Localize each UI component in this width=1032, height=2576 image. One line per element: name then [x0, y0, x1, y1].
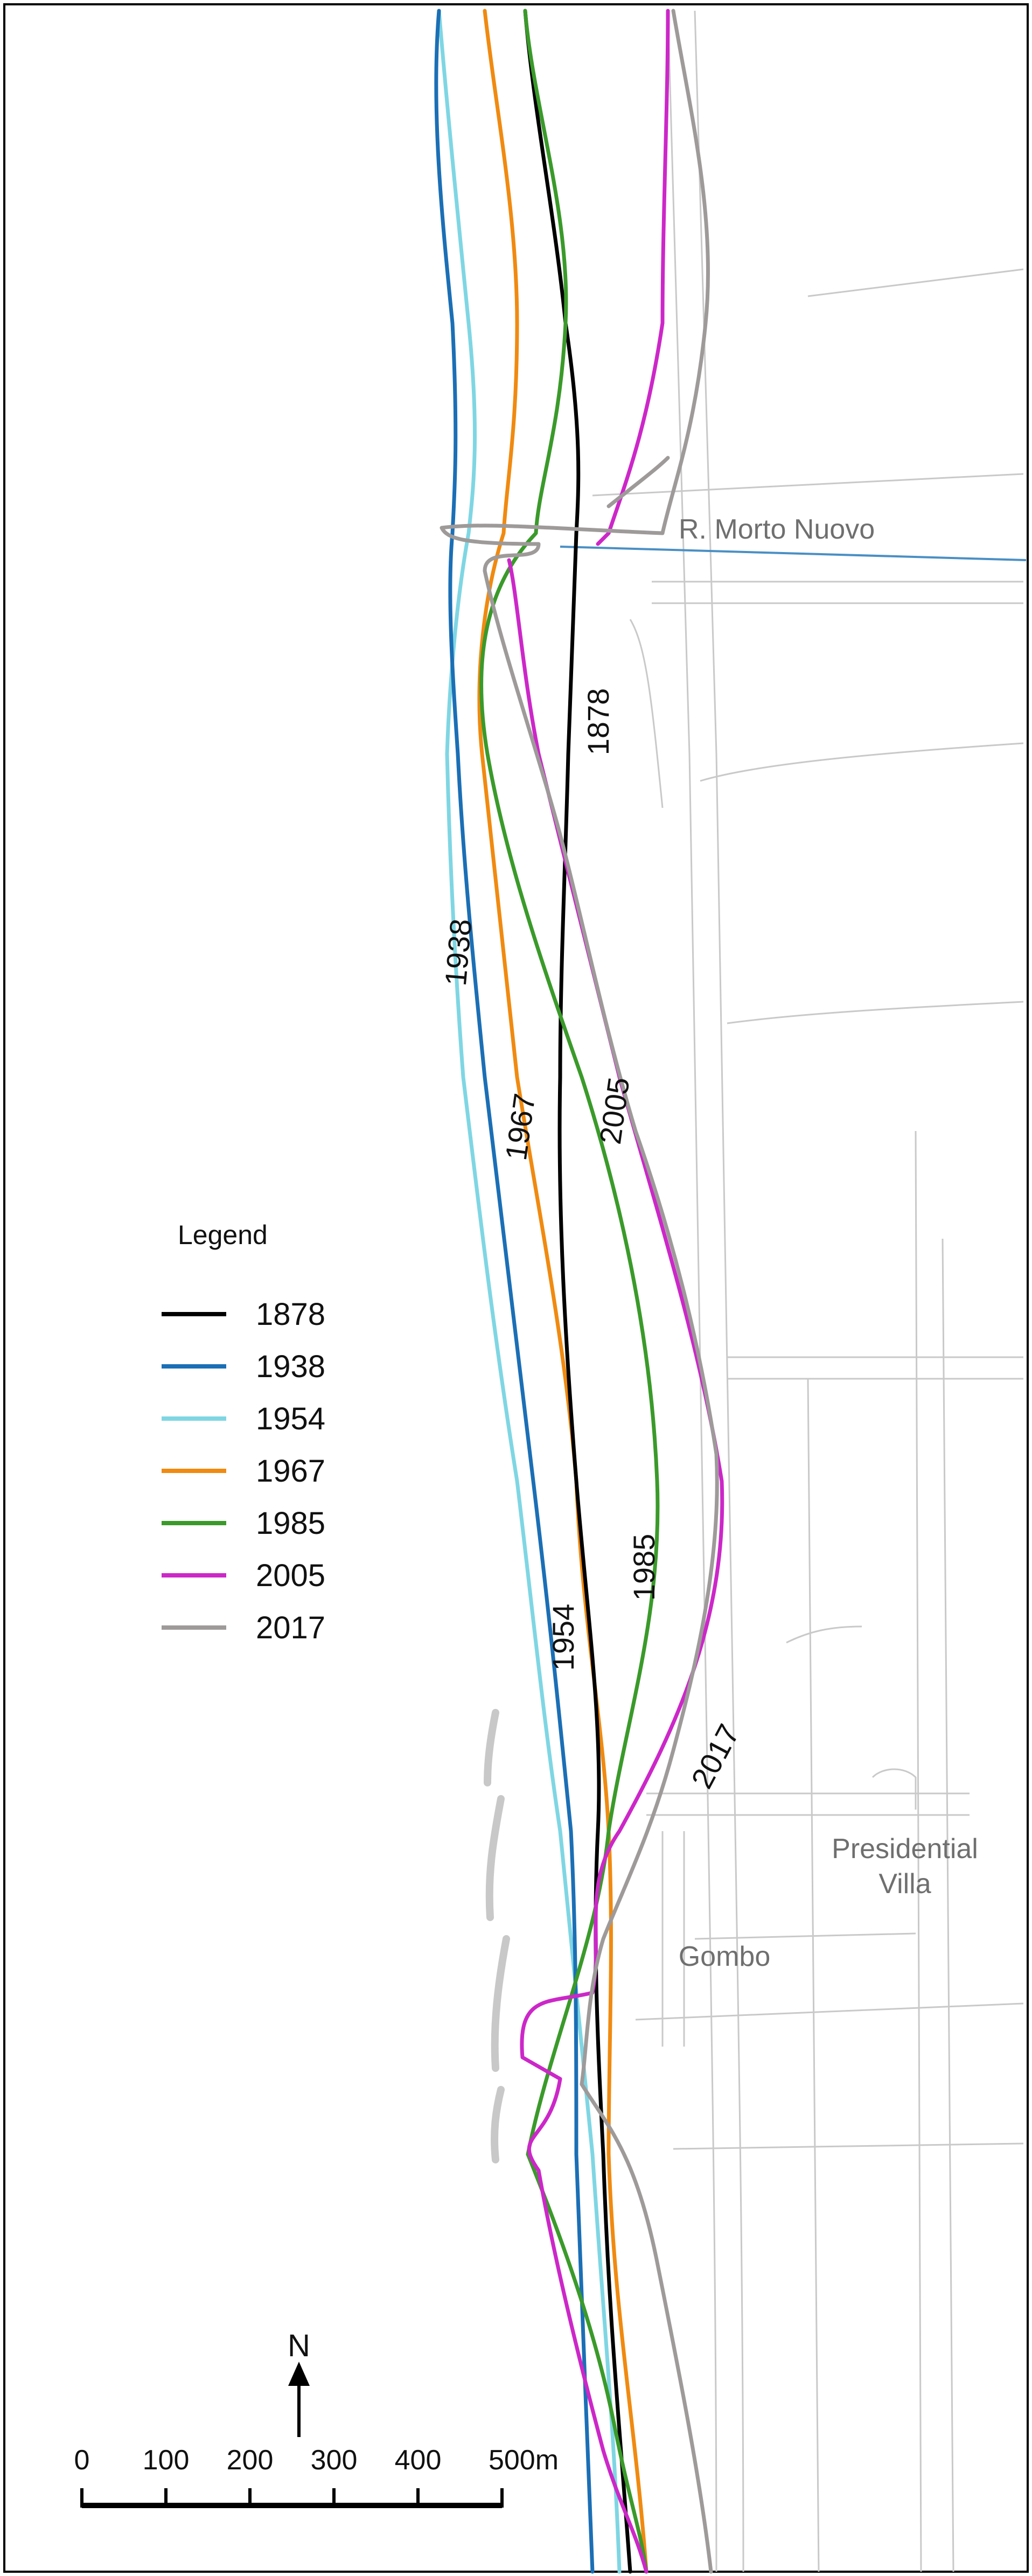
- north-label: N: [288, 2328, 310, 2363]
- scale-label-2: 200: [227, 2445, 274, 2476]
- legend: Legend 1878 1938 1954 1967 1985 2005 2017: [162, 1220, 325, 1645]
- legend-label-1967: 1967: [256, 1454, 325, 1489]
- scale-tick-5: [500, 2488, 504, 2508]
- line-label-1878: 1878: [581, 688, 615, 756]
- scale-label-4: 400: [395, 2445, 442, 2476]
- villa-label-line2: Villa: [878, 1868, 931, 1900]
- scale-tick-0: [80, 2488, 83, 2508]
- river-morto-nuovo: [560, 546, 1027, 561]
- map-frame: [3, 3, 1029, 2573]
- scale-label-0: 0: [74, 2445, 90, 2476]
- gombo-label: Gombo: [679, 1941, 771, 1972]
- scale-bar-line: [82, 2503, 502, 2508]
- shoreline-2017-jetty: [606, 456, 670, 508]
- scale-tick-1: [164, 2488, 168, 2508]
- shoreline-1967: [477, 9, 649, 2574]
- line-label-1938: 1938: [438, 918, 478, 988]
- scale-label-5: 500m: [489, 2445, 559, 2476]
- shoreline-1878: [523, 9, 632, 2574]
- line-label-1985: 1985: [627, 1534, 661, 1601]
- legend-label-1938: 1938: [256, 1349, 325, 1384]
- scale-label-1: 100: [143, 2445, 190, 2476]
- shoreline-2017: [440, 9, 719, 2574]
- legend-label-1954: 1954: [256, 1401, 325, 1436]
- river-label: R. Morto Nuovo: [679, 514, 875, 545]
- scale-tick-4: [416, 2488, 420, 2508]
- villa-label-line1: Presidential: [832, 1833, 978, 1865]
- offshore-barriers: [484, 1709, 510, 2163]
- shoreline-1938: [434, 9, 595, 2574]
- road-network: [592, 10, 1024, 2572]
- legend-label-1878: 1878: [256, 1297, 325, 1332]
- scale-tick-2: [248, 2488, 252, 2508]
- scale-label-3: 300: [311, 2445, 358, 2476]
- legend-label-1985: 1985: [256, 1506, 325, 1541]
- north-arrow: N: [288, 2328, 310, 2437]
- legend-label-2017: 2017: [256, 1610, 325, 1645]
- line-label-1954: 1954: [546, 1604, 580, 1671]
- north-arrow-head: [288, 2362, 310, 2386]
- legend-label-2005: 2005: [256, 1558, 325, 1593]
- scale-bar: 0 100 200 300 400 500m: [74, 2445, 559, 2508]
- legend-title: Legend: [178, 1220, 268, 1250]
- scale-tick-3: [332, 2488, 336, 2508]
